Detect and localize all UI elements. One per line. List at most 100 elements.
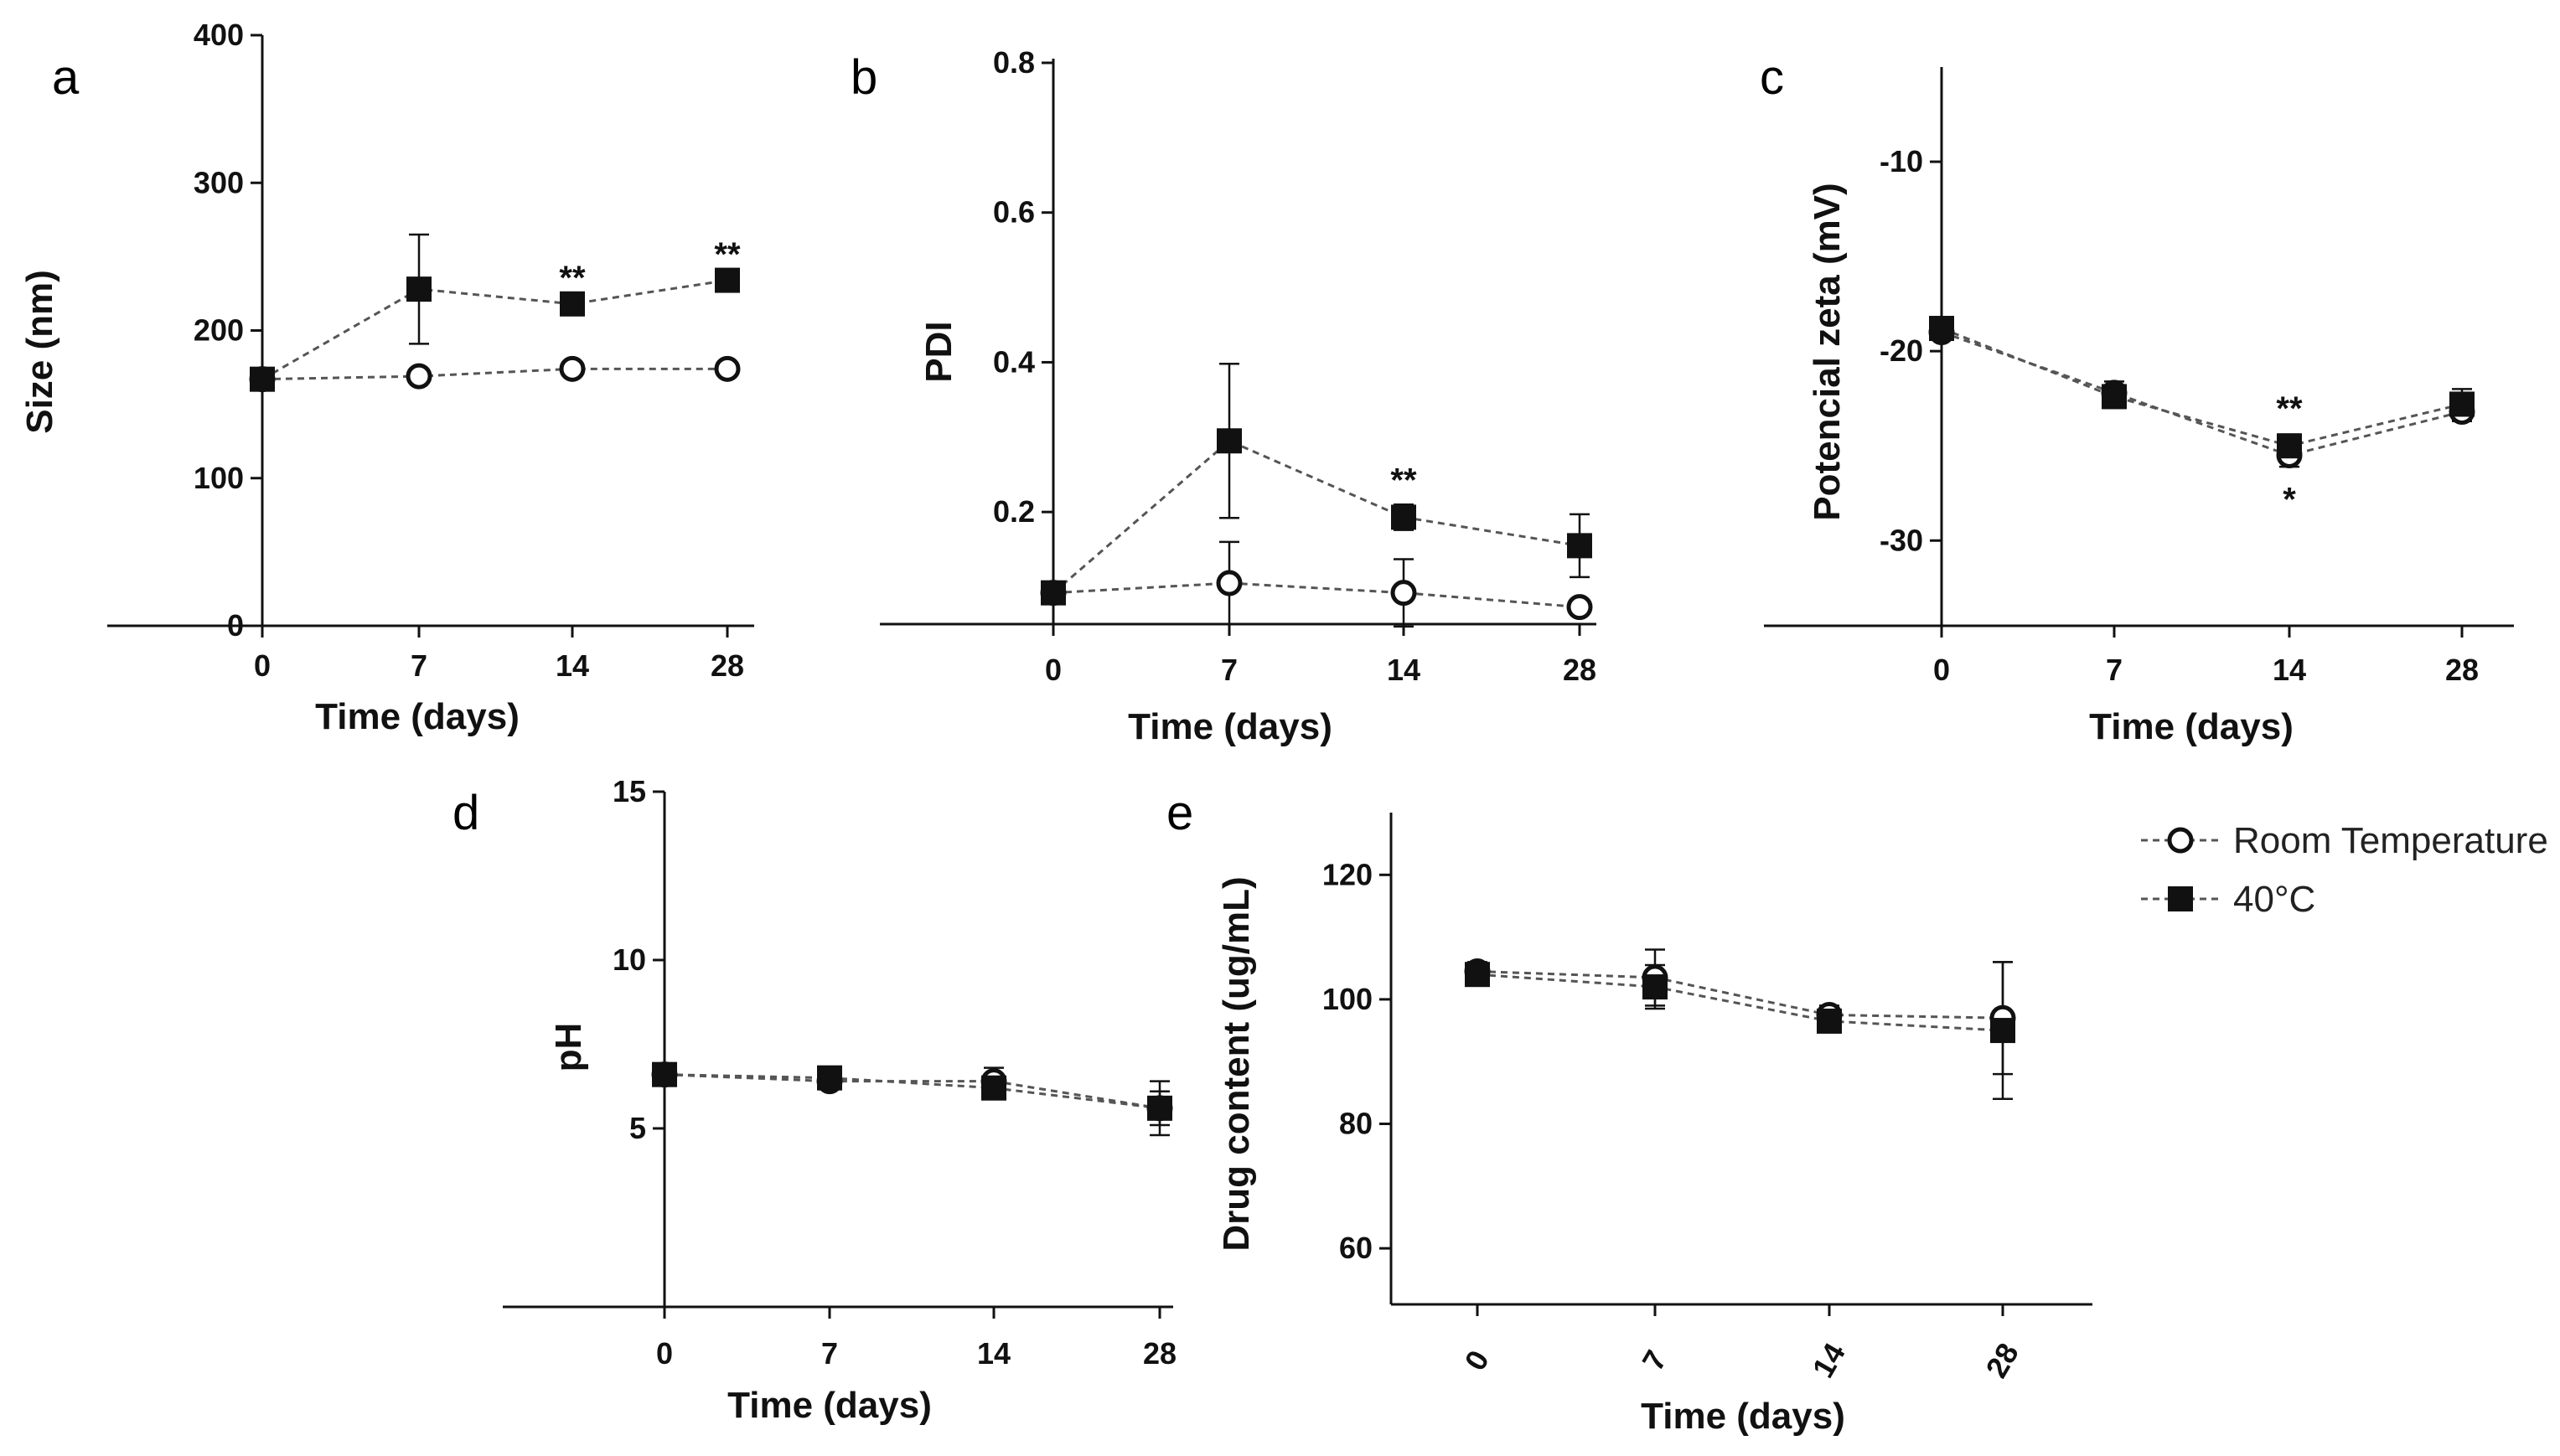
y-tick-label: 400	[194, 18, 244, 52]
panel-letter: e	[1166, 786, 1193, 840]
y-tick-label: -10	[1880, 144, 1923, 178]
y-axis-title: pH	[548, 1023, 589, 1072]
x-tick-label: 0	[254, 648, 271, 683]
series-line-room-temperature	[1052, 581, 1580, 609]
x-tick-label: 7	[821, 1336, 838, 1371]
y-tick-label: 0.4	[993, 344, 1035, 379]
data-point-40c	[817, 1065, 842, 1091]
legend-marker-circle	[2167, 827, 2194, 854]
legend-marker-square	[2168, 886, 2193, 911]
x-tick-label: 7	[2106, 653, 2123, 687]
x-axis-title: Time (days)	[315, 696, 520, 737]
x-tick-label: 28	[1563, 653, 1596, 687]
significance-annotation: **	[559, 260, 586, 297]
y-tick-label: 0	[227, 608, 244, 643]
y-tick-label: 5	[629, 1111, 646, 1145]
y-tick-label: 60	[1339, 1231, 1373, 1265]
series-line-40c	[261, 279, 728, 380]
data-point-40c	[1990, 1018, 2015, 1044]
x-tick-label: 0	[1045, 653, 1062, 687]
y-tick-label: 300	[194, 165, 244, 199]
x-tick-label: 0	[1457, 1345, 1496, 1376]
data-point-room-temperature	[714, 355, 741, 382]
data-point-40c	[2449, 391, 2475, 417]
y-tick-label: 100	[1322, 982, 1373, 1016]
x-axis-title: Time (days)	[1128, 706, 1332, 747]
x-tick-label: 14	[977, 1336, 1011, 1371]
data-point-40c	[1567, 533, 1592, 559]
x-axis-title: Time (days)	[727, 1385, 932, 1426]
data-point-40c	[1817, 1008, 1842, 1034]
series-line-40c	[1941, 327, 2463, 447]
x-tick-label: 14	[1387, 653, 1420, 687]
series-line-40c	[1052, 439, 1580, 594]
y-axis-title: Size (nm)	[19, 270, 60, 434]
data-point-40c	[1147, 1095, 1172, 1121]
panel-letter: d	[453, 786, 479, 840]
series-line-room-temperature	[1941, 331, 2463, 457]
data-point-40c	[715, 267, 740, 293]
y-tick-label: 0.2	[993, 494, 1035, 529]
x-tick-label: 7	[1635, 1345, 1673, 1376]
data-point-room-temperature	[406, 363, 432, 390]
legend-label: Room Temperature	[2233, 820, 2548, 861]
x-tick-label: 0	[656, 1336, 673, 1371]
data-point-40c	[1465, 962, 1490, 988]
y-tick-label: 80	[1339, 1107, 1373, 1141]
data-point-40c	[1929, 316, 1954, 342]
x-tick-label: 28	[711, 648, 744, 683]
data-point-room-temperature	[1216, 570, 1243, 596]
data-point-40c	[1642, 974, 1668, 1000]
y-axis-title: PDI	[918, 321, 959, 382]
legend-entry: Room Temperature	[2141, 820, 2548, 861]
data-point-room-temperature	[1566, 594, 1593, 621]
data-point-40c	[2277, 433, 2302, 459]
panel-e: e 60 80 100 120 0 7 14 28 Time (days) Drug content…	[1166, 786, 2092, 1437]
data-point-40c	[1391, 504, 1416, 530]
data-point-40c	[560, 291, 585, 317]
significance-annotation: **	[714, 236, 741, 273]
legend-entry: 40°C	[2141, 879, 2315, 920]
panel-a: a 0 100 200 300 400 0 7 14 28 Time (days) Size (nm)…	[19, 18, 754, 737]
x-axis-title: Time (days)	[2089, 706, 2294, 747]
data-point-room-temperature	[1390, 580, 1417, 607]
x-tick-label: 7	[411, 648, 427, 683]
x-axis-title: Time (days)	[1641, 1396, 1845, 1437]
significance-annotation: **	[2276, 390, 2303, 427]
series-line-40c	[664, 1073, 1161, 1110]
x-tick-label: 14	[1805, 1337, 1852, 1383]
x-tick-label: 14	[556, 648, 589, 683]
x-tick-label: 14	[2273, 653, 2306, 687]
x-tick-label: 0	[1933, 653, 1950, 687]
legend-label: 40°C	[2233, 879, 2315, 920]
series-line-40c	[1477, 973, 2004, 1032]
significance-annotation: **	[1390, 462, 1417, 499]
y-tick-label: 0.8	[993, 45, 1035, 80]
y-tick-label: 100	[194, 461, 244, 495]
x-tick-label: 28	[1143, 1336, 1177, 1371]
y-tick-label: 10	[613, 942, 646, 977]
series-line-room-temperature	[1477, 969, 2004, 1020]
y-axis-title: Potencial zeta (mV)	[1807, 183, 1848, 520]
data-point-room-temperature	[559, 355, 586, 382]
y-axis-title: Drug content (ug/mL)	[1216, 876, 1257, 1251]
x-tick-label: 7	[1221, 653, 1238, 687]
panel-letter: a	[52, 50, 80, 105]
x-tick-label: 28	[2445, 653, 2479, 687]
data-point-40c	[1217, 428, 1242, 454]
data-point-40c	[1041, 580, 1066, 606]
x-tick-label: 28	[1978, 1337, 2025, 1383]
y-tick-label: 15	[613, 774, 646, 808]
panel-b: b 0.2 0.4 0.6 0.8 0 7 14 28 Time (days) PDI **	[851, 45, 1596, 747]
panel-d: d 5 10 15 0 7 14 28 Time (days) pH	[453, 774, 1177, 1426]
series-line-room-temperature	[664, 1073, 1161, 1110]
data-point-40c	[406, 276, 432, 302]
y-tick-label: -20	[1880, 333, 1923, 368]
data-point-40c	[981, 1075, 1006, 1101]
significance-annotation: *	[2283, 482, 2296, 519]
y-tick-label: 120	[1322, 857, 1373, 891]
y-tick-label: -30	[1880, 523, 1923, 557]
panel-c: c -30 -20 -10 0 7 14 28 Time (days) Potencial zet…	[1760, 50, 2514, 747]
panel-letter: b	[851, 50, 877, 105]
data-point-40c	[652, 1061, 677, 1087]
